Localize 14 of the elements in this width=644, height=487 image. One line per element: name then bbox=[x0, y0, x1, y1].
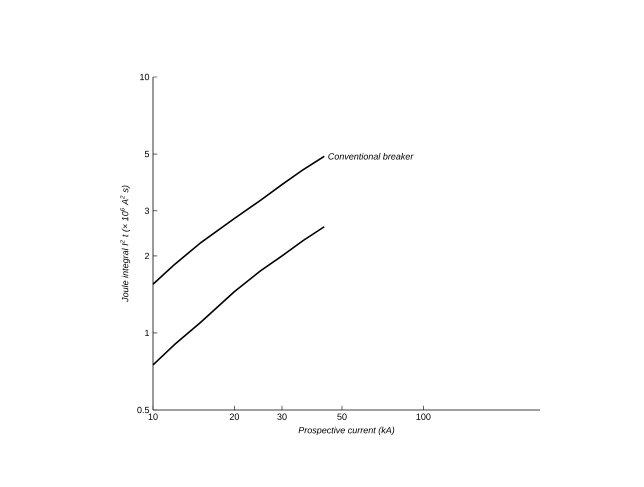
y-tick-label: 3 bbox=[144, 208, 150, 214]
x-tick-label: 20 bbox=[230, 414, 240, 420]
y-tick-label: 2 bbox=[144, 252, 150, 260]
y-tick-label: 0.5 bbox=[137, 406, 150, 414]
series-label: Conventional breaker bbox=[328, 152, 414, 160]
y-tick-label: 5 bbox=[144, 150, 150, 158]
x-tick-label: 30 bbox=[277, 414, 287, 420]
x-tick-label: 50 bbox=[337, 414, 347, 420]
y-axis-title: Joule integral I$^{2}$ t (× 10$^{6}$ A$^{2}$ s) bbox=[120, 186, 130, 302]
y-tick-label: 1 bbox=[145, 330, 150, 336]
y-tick-label: 10 bbox=[140, 74, 150, 80]
x-tick-label: 10 bbox=[148, 414, 158, 420]
x-axis-title: Prospective current (kA) bbox=[298, 426, 394, 436]
x-tick-label: 100 bbox=[416, 414, 431, 420]
